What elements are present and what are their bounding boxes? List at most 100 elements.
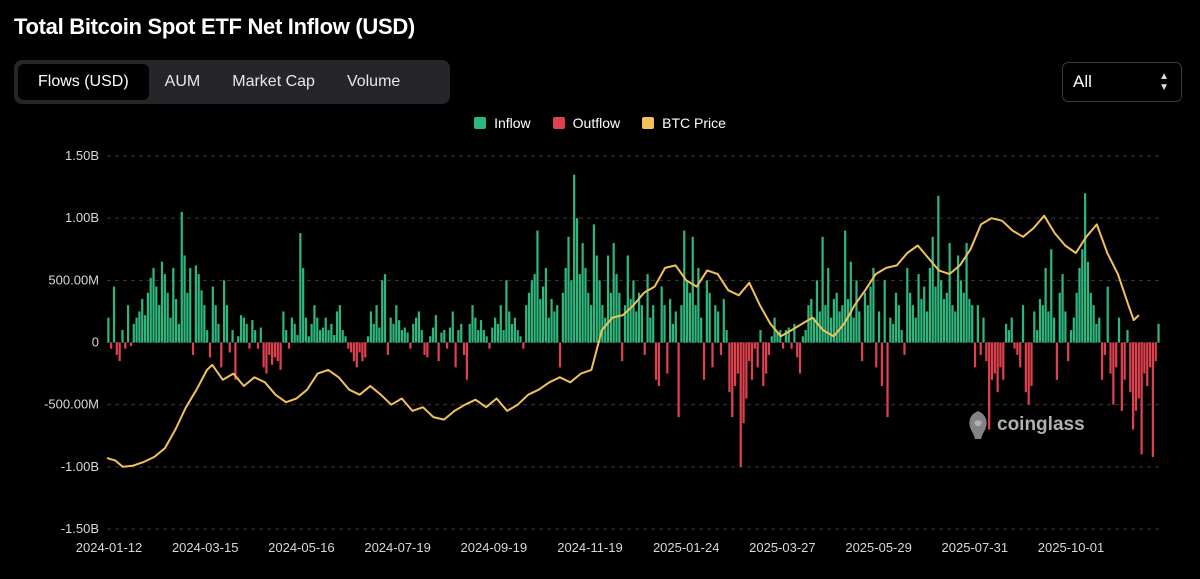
inflow-bar <box>544 267 548 343</box>
outflow-bar <box>355 342 358 368</box>
outflow-bar <box>756 342 759 368</box>
inflow-bar <box>395 305 398 343</box>
inflow-bar <box>962 292 965 343</box>
inflow-bar <box>894 292 898 343</box>
inflow-bar <box>815 280 819 343</box>
outflow-bar <box>1143 342 1146 374</box>
legend-label-outflow: Outflow <box>572 115 621 131</box>
inflow-bar <box>956 255 960 343</box>
outflow-bar <box>1123 342 1126 380</box>
outflow-bar <box>1055 342 1059 380</box>
outflow-bar <box>988 342 991 430</box>
inflow-bar <box>858 311 861 343</box>
outflow-bar <box>256 342 260 349</box>
tab-volume[interactable]: Volume <box>346 73 401 90</box>
tab-flows[interactable]: Flows (USD) <box>18 64 149 100</box>
outflow-bar <box>861 342 864 362</box>
outflow-bar <box>262 342 265 368</box>
outflow-bar <box>1148 342 1152 368</box>
inflow-bar <box>810 298 813 343</box>
legend-item-outflow[interactable]: Outflow <box>552 115 621 131</box>
legend-label-btc-price: BTC Price <box>662 115 726 131</box>
outflow-bar <box>711 342 714 368</box>
outflow-bar <box>446 342 449 349</box>
inflow-bar <box>934 286 937 343</box>
outflow-bar <box>985 342 988 362</box>
inflow-bar <box>135 317 138 343</box>
outflow-bar <box>979 342 982 355</box>
outflow-bar <box>191 342 195 355</box>
inflow-bar <box>770 336 773 343</box>
inflow-bar <box>383 274 387 343</box>
inflow-bar <box>976 305 979 343</box>
inflow-bar <box>649 317 652 343</box>
tab-aum[interactable]: AUM <box>164 73 201 90</box>
outflow-bar <box>745 342 748 399</box>
y-tick-label: -500.00M <box>44 397 99 412</box>
inflow-bar <box>121 330 124 343</box>
outflow-bar <box>1103 342 1107 355</box>
legend-item-inflow[interactable]: Inflow <box>474 115 531 131</box>
inflow-bar <box>945 292 948 343</box>
inflow-bar <box>917 274 920 343</box>
inflow-bar <box>141 298 144 343</box>
inflow-bar <box>589 305 593 343</box>
inflow-bar <box>573 174 576 343</box>
inflow-bar <box>669 298 672 343</box>
inflow-bar <box>1038 298 1042 343</box>
inflow-bar <box>776 332 779 343</box>
outflow-bar <box>736 342 740 374</box>
inflow-bar <box>1052 317 1056 343</box>
outflow-bar <box>115 342 118 355</box>
inflow-bar <box>417 311 421 343</box>
inflow-bar <box>725 330 728 343</box>
inflow-bar <box>592 224 596 343</box>
inflow-bar <box>231 330 234 343</box>
range-select[interactable]: All ▲ ▼ <box>1062 62 1182 102</box>
outflow-bar <box>268 342 271 355</box>
inflow-bar <box>877 311 881 343</box>
inflow-bar <box>1092 305 1095 343</box>
outflow-bar <box>279 342 282 370</box>
inflow-bar <box>971 305 974 343</box>
inflow-bar <box>714 305 717 343</box>
inflow-bar <box>595 255 598 343</box>
inflow-bar <box>1033 311 1036 343</box>
inflow-bar <box>1095 323 1098 343</box>
legend-item-btc-price[interactable]: BTC Price <box>642 115 726 131</box>
outflow-bar <box>739 342 742 467</box>
outflow-bar <box>1024 342 1027 393</box>
inflow-bar <box>327 330 330 343</box>
outflow-bar <box>886 342 889 418</box>
outflow-bar <box>1027 342 1030 405</box>
inflow-bar <box>1064 311 1067 343</box>
metric-tabs: Flows (USD) AUM Market Cap Volume <box>14 60 450 104</box>
inflow-bar <box>1117 317 1121 343</box>
outflow-bar <box>765 342 768 374</box>
outflow-bar <box>1132 342 1135 430</box>
outflow-bar <box>728 342 731 393</box>
inflow-bar <box>652 305 655 343</box>
inflow-bar <box>163 274 166 343</box>
inflow-bar <box>293 323 296 343</box>
tab-market-cap[interactable]: Market Cap <box>232 73 315 90</box>
outflow-bar <box>465 342 469 380</box>
inflow-bar <box>629 298 632 343</box>
x-tick-label: 2024-11-19 <box>557 540 623 555</box>
inflow-bar <box>852 317 855 343</box>
inflow-bar <box>485 336 488 343</box>
outflow-bar <box>364 342 367 358</box>
outflow-bar <box>1154 342 1157 362</box>
inflow-bar <box>635 311 638 343</box>
outflow-bar <box>990 342 994 380</box>
inflow-bar <box>172 267 175 343</box>
inflow-bar <box>502 330 505 343</box>
x-tick-label: 2024-03-15 <box>172 540 239 555</box>
outflow-bar <box>750 342 754 380</box>
inflow-bar <box>542 286 545 343</box>
outflow-bar <box>276 342 279 362</box>
inflow-bar <box>302 267 305 343</box>
inflow-bar <box>290 317 293 343</box>
inflow-bar <box>892 323 895 343</box>
inflow-bar <box>494 317 497 343</box>
